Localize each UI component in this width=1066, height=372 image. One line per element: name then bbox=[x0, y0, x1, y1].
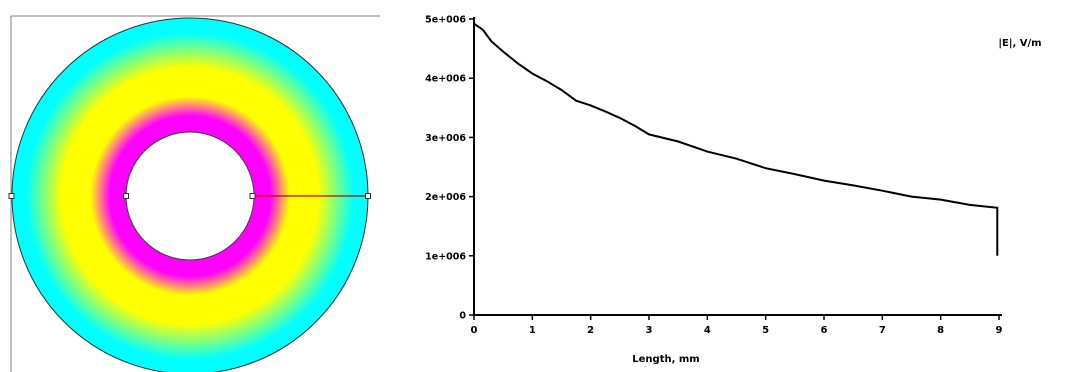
annulus-hole bbox=[125, 131, 255, 261]
x-axis-ticks: 0 1 2 3 4 5 6 7 8 9 bbox=[471, 315, 1003, 336]
x-tick-label: 2 bbox=[587, 325, 594, 336]
inner-edge-marker bbox=[123, 193, 129, 199]
y-axis-ticks: 0 1e+006 2e+006 3e+006 4e+006 5e+006 bbox=[425, 15, 474, 322]
x-tick-label: 0 bbox=[471, 325, 478, 336]
x-tick-label: 4 bbox=[704, 325, 711, 336]
x-tick-label: 3 bbox=[646, 325, 653, 336]
x-tick-label: 6 bbox=[821, 325, 828, 336]
series-line bbox=[473, 22, 999, 256]
x-tick-label: 5 bbox=[762, 325, 769, 336]
y-tick-label: 0 bbox=[459, 311, 466, 322]
y-tick-label: 3e+006 bbox=[425, 133, 466, 144]
x-tick-label: 9 bbox=[996, 325, 1003, 336]
x-tick-label: 8 bbox=[937, 325, 944, 336]
y-tick-label: 5e+006 bbox=[425, 15, 466, 26]
field-map-panel bbox=[8, 15, 380, 372]
cut-line-start-marker bbox=[249, 193, 256, 199]
cut-line-end-marker bbox=[365, 193, 371, 199]
outer-edge-marker bbox=[8, 193, 15, 199]
line-chart: 0 1e+006 2e+006 3e+006 4e+006 5e+006 0 1 2 3 4 5 6 7… bbox=[425, 15, 1041, 366]
x-tick-label: 7 bbox=[879, 325, 886, 336]
y-tick-label: 4e+006 bbox=[425, 74, 466, 85]
y-tick-label: 1e+006 bbox=[425, 251, 466, 262]
y-tick-label: 2e+006 bbox=[425, 192, 466, 203]
x-axis-label: Length, mm bbox=[632, 354, 699, 365]
y-axis-label: |E|, V/m bbox=[998, 38, 1041, 49]
x-tick-label: 1 bbox=[529, 325, 536, 336]
